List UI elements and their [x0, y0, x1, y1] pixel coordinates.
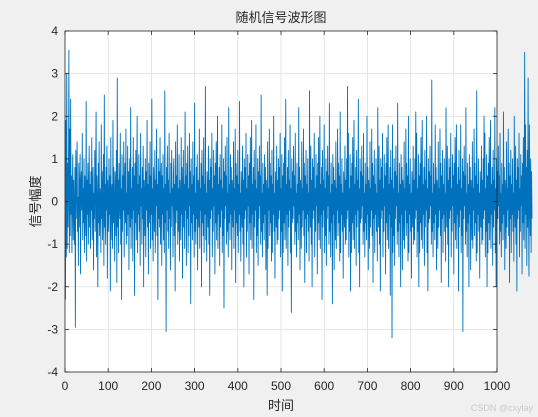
y-tick-label: 3 [51, 67, 58, 81]
y-tick-label: 4 [51, 24, 58, 38]
y-tick-label: -2 [47, 280, 58, 294]
y-tick-label: 0 [51, 195, 58, 209]
ticks: 0 100 200 300 400 500 600 700 800 900 1000 -4 -3 -2 -1… [47, 24, 510, 393]
x-tick-label: 500 [271, 379, 291, 393]
x-tick-label: 400 [228, 379, 248, 393]
y-tick-label: 2 [51, 109, 58, 123]
x-tick-label: 200 [141, 379, 161, 393]
x-axis-label: 时间 [268, 399, 294, 414]
x-tick-label: 700 [357, 379, 377, 393]
x-tick-label: 800 [401, 379, 421, 393]
chart-title: 随机信号波形图 [235, 11, 326, 26]
x-tick-label: 900 [444, 379, 464, 393]
series-layer [64, 49, 533, 339]
x-tick-label: 600 [314, 379, 334, 393]
x-tick-label: 0 [62, 379, 69, 393]
y-tick-label: -4 [47, 365, 58, 379]
y-tick-label: -1 [47, 237, 58, 251]
y-axis-label: 信号幅度 [28, 175, 44, 227]
y-tick-label: 1 [51, 152, 58, 166]
x-tick-label: 1000 [484, 379, 511, 393]
watermark: CSDN @cxylay [471, 403, 534, 413]
x-tick-label: 100 [98, 379, 118, 393]
y-tick-label: -3 [47, 322, 58, 336]
signal-series-line [64, 49, 533, 339]
x-tick-label: 300 [185, 379, 205, 393]
